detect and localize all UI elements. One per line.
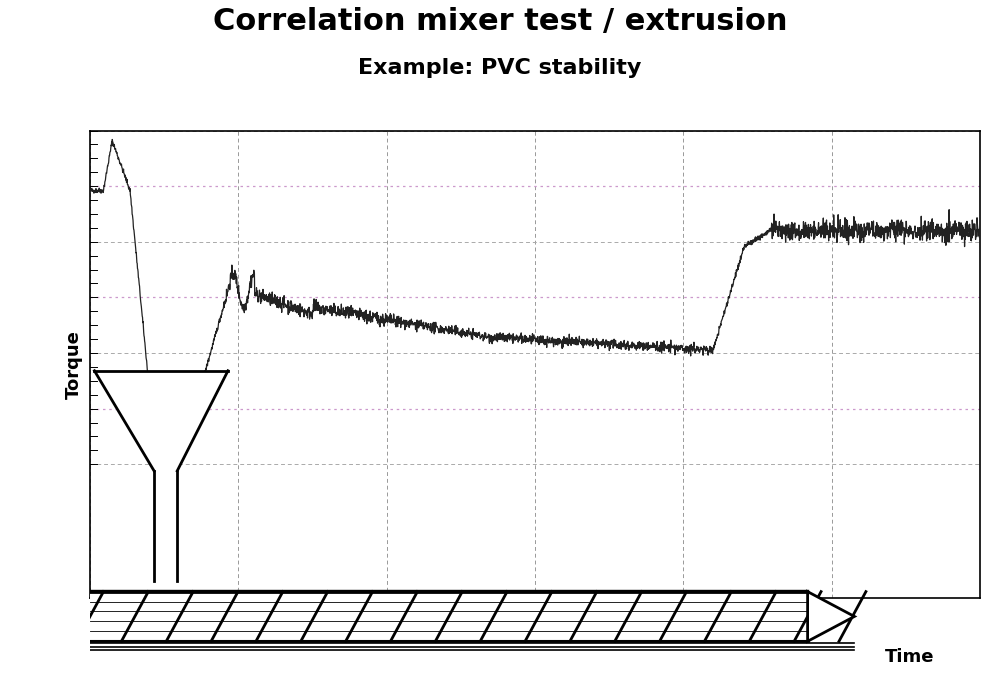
Text: Time: Time bbox=[885, 649, 935, 666]
Y-axis label: Torque: Torque bbox=[65, 330, 83, 398]
Polygon shape bbox=[94, 371, 228, 581]
Text: Correlation mixer test / extrusion: Correlation mixer test / extrusion bbox=[213, 7, 787, 36]
Polygon shape bbox=[808, 592, 854, 642]
Bar bbox=[90, 592, 808, 642]
Text: Example: PVC stability: Example: PVC stability bbox=[358, 58, 642, 78]
